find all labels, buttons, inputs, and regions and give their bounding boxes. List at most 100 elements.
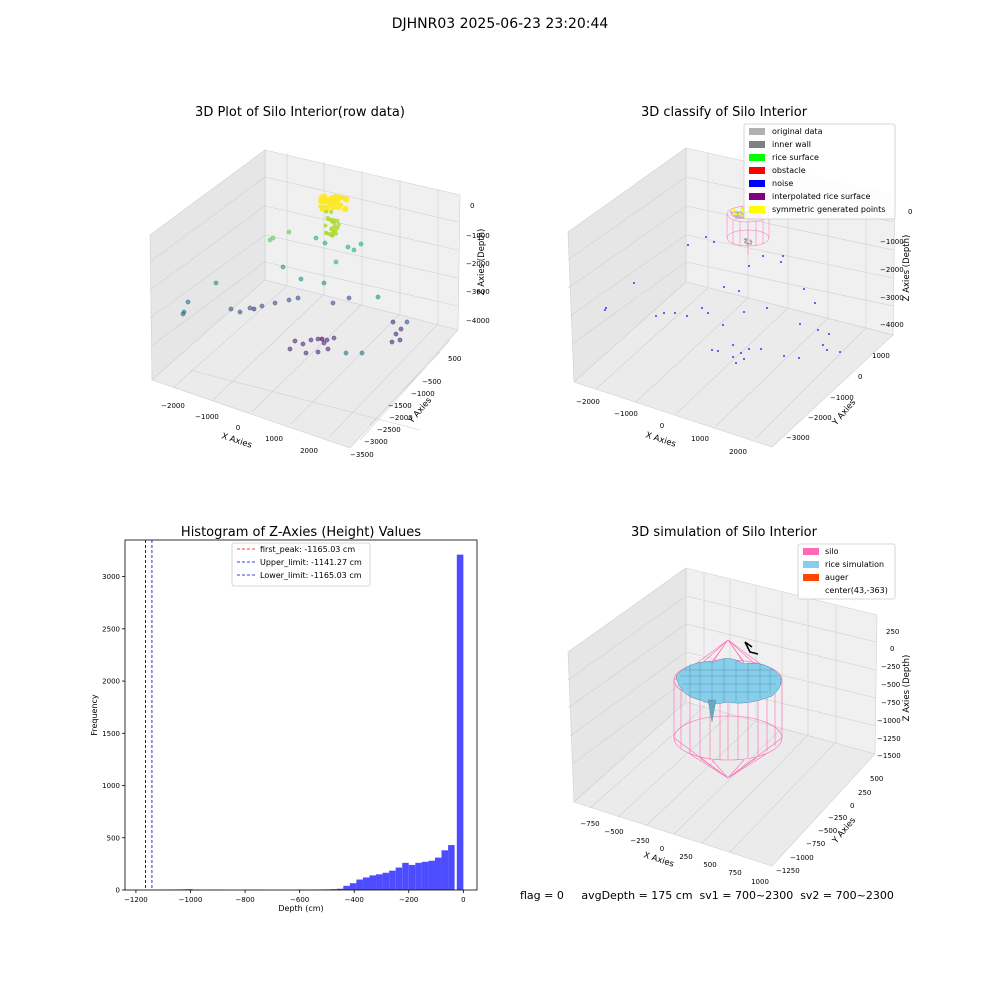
raw-point: [330, 300, 336, 306]
raw-point: [393, 331, 399, 337]
classify-noise-point: [782, 255, 784, 257]
sim-ztick: −1000: [877, 717, 901, 725]
classify-ytick: −3000: [786, 434, 810, 442]
raw-point: [185, 299, 191, 305]
raw-point: [375, 294, 381, 300]
classify-title: 3D classify of Silo Interior: [641, 105, 808, 120]
sim-legend-label: auger: [825, 573, 849, 582]
raw-point: [343, 205, 349, 211]
raw-point: [328, 195, 334, 200]
hist-bar: [408, 864, 416, 890]
panel-simulation-3d: 3D simulation of Silo Interior: [567, 525, 912, 886]
figure-title: DJHNR03 2025-06-23 23:20:44: [391, 16, 609, 32]
classify-noise-point: [713, 241, 715, 243]
raw-ztick: −2000: [466, 260, 490, 268]
hist-bar: [441, 850, 449, 890]
raw-point: [280, 264, 286, 270]
sim-ztick: 250: [886, 628, 899, 636]
hist-bar: [330, 889, 337, 890]
hist-xlabel: Depth (cm): [278, 904, 323, 913]
classify-legend: original data inner wall rice surface obsta…: [743, 123, 896, 220]
raw-xtick: −1000: [195, 413, 219, 421]
hist-legend-label: first_peak: -1165.03 cm: [260, 545, 355, 554]
raw-point: [259, 303, 265, 309]
raw-point: [322, 193, 327, 199]
raw-point: [330, 219, 335, 224]
classify-noise-point: [766, 307, 768, 309]
raw-point: [286, 229, 292, 235]
classify-surface-point: [741, 208, 745, 211]
raw-point: [336, 205, 341, 211]
raw-ztick: −4000: [466, 317, 490, 325]
raw-point: [319, 336, 325, 342]
classify-xlabel: X Axies: [644, 430, 677, 449]
hist-xtick-label: −600: [290, 896, 309, 904]
classify-legend-label: interpolated rice surface: [772, 192, 870, 201]
hist-bar: [415, 862, 422, 890]
sim-silo-wireframe: [673, 639, 783, 779]
classify-wall-point: [744, 241, 747, 244]
raw-point: [319, 198, 325, 204]
classify-legend-swatch: [749, 167, 765, 174]
hist-xtick-label: 0: [461, 896, 465, 904]
raw-point: [308, 337, 314, 343]
hist-xtick-label: −400: [345, 896, 364, 904]
raw-point: [300, 341, 306, 347]
classify-surface-point: [733, 208, 736, 211]
classify-legend-swatch: [749, 128, 765, 135]
hist-bar: [395, 867, 403, 890]
sim-legend-entries: silo rice simulation auger center(43,-363): [803, 547, 888, 595]
raw-ztick-labels: 0 −1000 −2000 −3000 −4000: [466, 202, 490, 325]
classify-noise-point: [817, 329, 819, 331]
hist-yticks: 0 500 1000 1500 2000 2500 3000: [102, 573, 125, 895]
classify-legend-label: obstacle: [772, 166, 806, 175]
hist-xtick-label: −1200: [124, 896, 148, 904]
raw-ytick: −2500: [377, 426, 401, 434]
sim-ytick: −250: [828, 814, 847, 822]
raw-point: [325, 346, 331, 352]
hist-bars: [146, 554, 464, 890]
raw-point: [323, 223, 328, 228]
classify-noise-point: [717, 350, 719, 352]
classify-xtick: 2000: [729, 448, 747, 456]
raw-ytick: −1000: [411, 390, 435, 398]
classify-noise-point: [740, 352, 742, 354]
sim-ytick-labels: 500 250 0 −250 −500 −750 −1000 −1250: [776, 775, 883, 875]
classify-ztick-labels: 0 −1000 −2000 −3000 −4000: [880, 208, 912, 329]
hist-xticks: −1200 −1000 −800 −600 −400 −200 0: [124, 890, 466, 904]
hist-xtick-label: −1000: [179, 896, 203, 904]
raw-ytick: −500: [422, 378, 441, 386]
sim-ytick: −1000: [790, 854, 814, 862]
classify-zlabel: Z Axies (Depth): [902, 235, 912, 302]
raw-point: [313, 235, 319, 241]
sim-ztick-labels: 250 0 −250 −500 −750 −1000 −1250 −1500: [877, 628, 901, 760]
raw-point: [267, 237, 273, 243]
sim-zlabel: Z Axies (Depth): [902, 655, 912, 722]
hist-bar: [402, 862, 409, 890]
hist-bar: [389, 870, 396, 890]
hist-ytick-label: 0: [116, 887, 120, 895]
sim-xtick: 0: [660, 845, 664, 853]
hist-bar: [336, 888, 344, 890]
classify-noise-point: [711, 349, 713, 351]
hist-legend: first_peak: -1165.03 cm Upper_limit: -114…: [231, 542, 371, 587]
classify-noise-point: [762, 255, 764, 257]
classify-xtick: 0: [660, 422, 664, 430]
raw-point: [333, 228, 338, 233]
classify-noise-point: [822, 344, 824, 346]
sim-ztick: 0: [890, 645, 894, 653]
panel-classify-3d: 3D classify of Silo Interior −2000 −1000: [567, 105, 912, 456]
classify-legend-swatch: [749, 206, 765, 213]
raw-point: [324, 197, 329, 203]
raw-point: [336, 222, 341, 227]
panel-histogram: Histogram of Z-Axies (Height) Values −12…: [90, 525, 478, 913]
status-footer: flag = 0 avgDepth = 175 cm sv1 = 700~230…: [520, 889, 894, 902]
sim-ytick: −500: [818, 827, 837, 835]
classify-wall-point: [750, 240, 753, 243]
raw-ztick: −3000: [466, 288, 490, 296]
hist-bar: [356, 879, 363, 890]
classify-noise-point: [723, 286, 725, 288]
hist-ytick-label: 3000: [102, 573, 120, 581]
raw-point: [397, 337, 403, 343]
raw-point: [303, 350, 309, 356]
